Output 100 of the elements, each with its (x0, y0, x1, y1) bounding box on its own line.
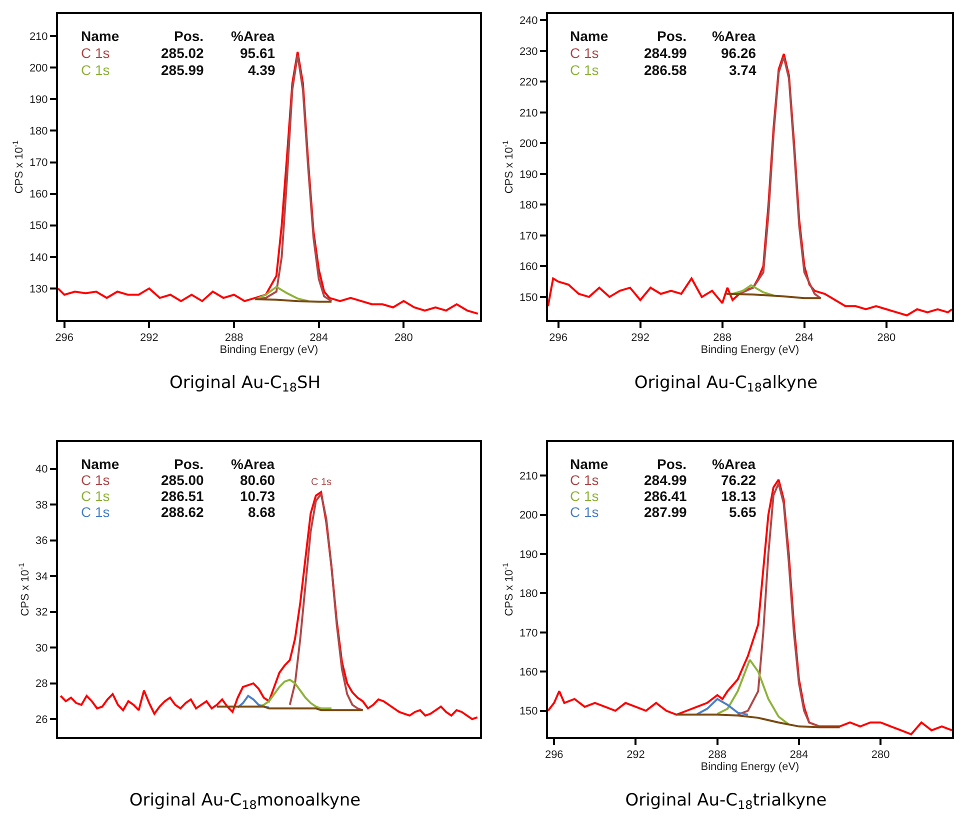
y-tick-label: 170 (519, 230, 538, 242)
text: Original Au-C$_{18}$SH (169, 373, 321, 395)
y-tick-label: 190 (519, 548, 538, 561)
x-axis-title: Binding Energy (eV) (700, 344, 800, 356)
y-tick-label: 26 (36, 714, 48, 726)
annotation: 8.68 (248, 504, 276, 520)
y-tick-label: 170 (29, 157, 48, 170)
y-tick-label: 210 (29, 30, 48, 43)
y-tick-label: 150 (29, 220, 48, 232)
x-tick-label: 288 (224, 332, 244, 344)
annotation: Name (81, 28, 120, 44)
annotation: Name (570, 28, 608, 44)
annotation: 285.99 (161, 62, 204, 78)
y-tick-label: 190 (519, 168, 538, 181)
y-tick-label: 130 (29, 283, 48, 296)
x-tick-label: 292 (140, 332, 158, 344)
text: C 1s (570, 472, 599, 488)
annotation: 286.41 (644, 488, 688, 504)
y-tick-label: 30 (36, 642, 48, 654)
y-tick-label: 40 (36, 464, 48, 476)
annotation: 286.51 (161, 488, 204, 504)
y-tick-label: 160 (519, 666, 538, 678)
annotation: 287.99 (644, 504, 688, 520)
annotation: Name (570, 456, 608, 472)
annotation: Pos. (174, 456, 204, 472)
x-tick-label: 288 (708, 749, 727, 762)
line-series (288, 492, 364, 712)
annotation: 10.73 (240, 488, 276, 504)
annotation: 96.26 (721, 45, 756, 61)
y-tick-label: 200 (519, 138, 538, 150)
y-tick-label: 150 (519, 706, 538, 718)
text: C 1s (81, 472, 110, 488)
annotation: 284.99 (644, 45, 688, 61)
y-tick-label: 180 (519, 588, 538, 600)
y-tick-label: 160 (519, 261, 538, 274)
y-tick-label: 200 (29, 62, 48, 74)
text: C 1s (570, 45, 599, 61)
y-tick-label: 200 (519, 510, 538, 522)
y-tick-label: 180 (519, 200, 538, 212)
text: C 1s (81, 45, 110, 61)
y-tick-label: 170 (519, 627, 538, 640)
line-series (676, 714, 841, 728)
annotation: %Area (231, 28, 275, 44)
y-tick-label: 36 (36, 535, 48, 548)
annotation: C 1s (311, 477, 332, 488)
x-tick-label: 284 (790, 749, 808, 762)
annotation: %Area (231, 456, 275, 472)
x-tick-label: 292 (631, 332, 650, 344)
x-tick-label: 284 (310, 332, 328, 344)
y-tick-label: 28 (36, 678, 48, 690)
x-axis-title: Binding Energy (eV) (220, 344, 318, 356)
y-tick-label: 230 (519, 46, 538, 58)
x-tick-label: 296 (55, 332, 74, 344)
annotation: 285.00 (161, 472, 204, 488)
text: Original Au-C$_{18}$alkyne (634, 373, 818, 395)
x-tick-label: 288 (713, 332, 732, 344)
annotation: %Area (712, 456, 756, 472)
text: C 1s (570, 62, 599, 78)
text: C 1s (81, 488, 110, 504)
text: C 1s (81, 504, 110, 520)
line-series (236, 694, 270, 708)
annotation: 3.74 (729, 62, 756, 78)
x-tick-label: 280 (877, 332, 896, 344)
x-axis-title: Binding Energy (eV) (700, 761, 800, 774)
y-tick-label: 150 (519, 292, 538, 304)
text: C 1s (570, 488, 599, 504)
annotation: 80.60 (240, 472, 276, 488)
y-tick-label: 210 (519, 470, 538, 483)
line-series (732, 284, 775, 296)
annotation: 95.61 (240, 45, 276, 61)
line-series (254, 286, 310, 302)
annotation: 288.62 (161, 504, 204, 520)
x-tick-label: 296 (544, 749, 564, 762)
text: C 1s (570, 504, 599, 520)
y-tick-label: 34 (36, 570, 48, 583)
x-tick-label: 296 (549, 332, 568, 344)
annotation: 5.65 (729, 504, 756, 520)
y-tick-label: 160 (29, 188, 48, 201)
x-tick-label: 284 (795, 332, 814, 344)
y-tick-label: 38 (36, 499, 48, 512)
y-tick-label: 240 (519, 15, 538, 27)
y-tick-label: 220 (519, 76, 538, 89)
annotation: 286.58 (644, 62, 688, 78)
line-series (696, 698, 749, 716)
y-tick-label: 32 (36, 606, 48, 619)
y-tick-label: 180 (29, 126, 48, 138)
annotation: 18.13 (721, 488, 756, 504)
annotation: 285.02 (161, 45, 204, 61)
x-tick-label: 280 (394, 332, 413, 344)
x-tick-label: 280 (871, 749, 890, 762)
annotation: Pos. (174, 28, 204, 44)
annotation: 284.99 (644, 472, 688, 488)
x-tick-label: 292 (626, 749, 645, 762)
annotation: 4.39 (248, 62, 276, 78)
annotation: %Area (712, 28, 756, 44)
annotation: 76.22 (721, 472, 756, 488)
line-series (716, 658, 790, 726)
line-series (60, 491, 478, 720)
text: Original Au-C$_{18}$trialkyne (625, 790, 827, 812)
annotation: Pos. (657, 28, 687, 44)
